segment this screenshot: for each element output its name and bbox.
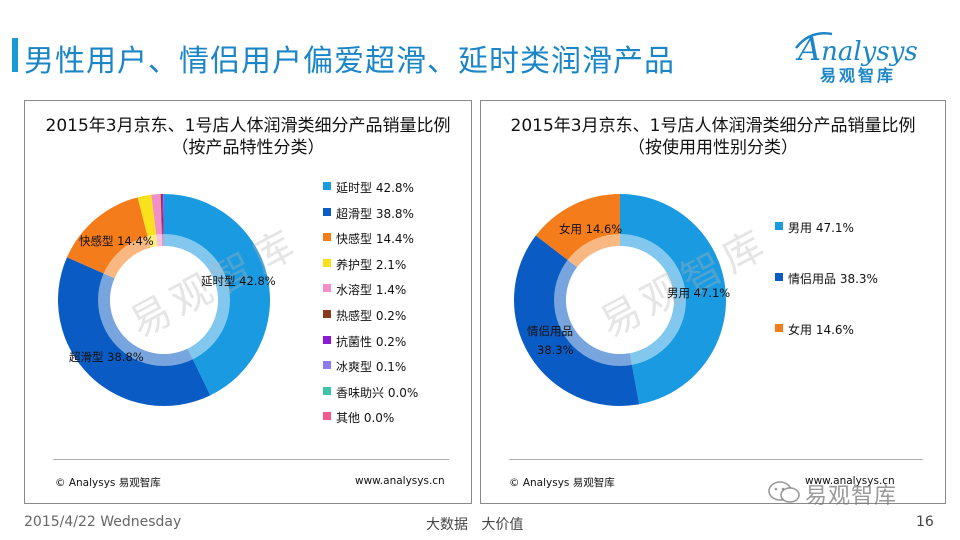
legend-swatch — [323, 207, 331, 216]
legend-label: 男用 47.1% — [788, 221, 854, 235]
page-number: 16 — [916, 514, 934, 530]
donut-hole — [566, 246, 674, 354]
legend-swatch — [323, 284, 331, 293]
donut-hole — [110, 246, 218, 354]
donut-slice-1 — [57, 257, 211, 406]
page-title: 男性用户、情侣用户偏爱超滑、延时类润滑产品 — [24, 44, 675, 79]
legend-swatch — [323, 310, 331, 318]
source-divider — [509, 459, 923, 460]
legend-label: 情侣用品 38.3% — [788, 272, 878, 286]
donut-slice-2 — [535, 194, 620, 268]
donut-slice-0 — [164, 194, 270, 396]
logo-subtitle: 易观智库 — [820, 66, 897, 85]
legend-label: 香味助兴 0.0% — [336, 385, 419, 400]
donut-slice-7 — [163, 194, 164, 247]
legend-swatch — [323, 233, 331, 242]
legend-label: 延时型 42.8% — [336, 181, 414, 195]
slice-label-nvyong: 女用 14.6% — [559, 222, 623, 236]
legend-swatch — [323, 386, 331, 395]
donut-chart-gender — [514, 194, 726, 406]
legend-label: 超滑型 38.8% — [336, 206, 414, 221]
legend-swatch — [775, 324, 783, 332]
legend-label: 冰爽型 0.1% — [336, 360, 407, 375]
donut-slice-3 — [137, 194, 158, 248]
legend-swatch — [323, 412, 331, 421]
chart-subtitle: （按使用用性别分类） — [628, 138, 798, 158]
legend-swatch — [775, 273, 783, 281]
legend-swatch — [323, 361, 331, 370]
footer-date: 2015/4/22 Wednesday — [24, 514, 182, 530]
donut-chart-product-feature — [57, 194, 270, 406]
donut-slice-5 — [160, 194, 163, 247]
slice-label-chaohua: 超滑型 38.8% — [69, 350, 144, 364]
slice-label-nanyong: 男用 47.1% — [667, 286, 731, 300]
slice-label-yanshi: 延时型 42.8% — [201, 274, 276, 288]
donut-slice-1 — [514, 235, 640, 406]
slice-label-kuaigan: 快感型 14.4% — [79, 234, 154, 248]
slice-label-qinglv: 情侣用品 — [527, 324, 573, 338]
chart-panel-gender: 2015年3月京东、1号店人体润滑类细分产品销量比例 （按使用用性别分类） 易观… — [480, 100, 946, 504]
legend-gender: 男用 47.1% 情侣用品 38.3% 女用 14.6% — [775, 219, 925, 389]
donut-slice-2 — [66, 197, 151, 279]
legend-swatch — [323, 182, 331, 190]
chart-subtitle: （按产品特性分类） — [171, 138, 325, 158]
chart-title: 2015年3月京东、1号店人体润滑类细分产品销量比例 — [510, 116, 916, 136]
slice-label-qinglv-value: 38.3% — [537, 343, 574, 357]
source-copyright: © Analysys 易观智库 — [509, 477, 615, 489]
donut-slice-6 — [162, 194, 164, 247]
source-url: www.analysys.cn — [805, 475, 895, 487]
chart-panel-product-feature: 2015年3月京东、1号店人体润滑类细分产品销量比例 （按产品特性分类） 易观智… — [24, 100, 472, 504]
footer-slogan: 大数据 大价值 — [426, 517, 524, 533]
source-copyright: © Analysys 易观智库 — [55, 477, 161, 489]
legend-label: 热感型 0.2% — [336, 309, 407, 323]
donut-slice-0 — [620, 194, 726, 405]
legend-label: 快感型 14.4% — [336, 232, 414, 247]
donut-slice-4 — [151, 194, 163, 247]
wechat-watermark-text: 易观智库 — [805, 484, 898, 509]
wechat-watermark: 易观智库 — [765, 478, 945, 509]
donut-inner-ring — [554, 234, 686, 366]
legend-label: 其他 0.0% — [336, 411, 395, 426]
legend-label: 水溶型 1.4% — [336, 283, 407, 298]
donut-inner-ring — [98, 234, 230, 366]
legend-swatch — [323, 335, 331, 344]
legend-label: 养护型 2.1% — [336, 257, 407, 272]
chart-title: 2015年3月京东、1号店人体润滑类细分产品销量比例 — [45, 116, 451, 136]
logo-swoosh-icon — [795, 32, 833, 49]
analysys-logo: Analysys 易观智库 — [790, 28, 940, 88]
title-accent-bar — [12, 38, 18, 72]
source-url: www.analysys.cn — [355, 475, 445, 487]
legend-swatch — [323, 258, 331, 267]
legend-label: 抗菌性 0.2% — [336, 334, 407, 349]
source-divider — [53, 459, 449, 460]
logo-wordmark: Analysys — [798, 30, 918, 68]
legend-swatch — [775, 222, 783, 230]
legend-product-feature: 延时型 42.8% 超滑型 38.8% 快感型 14.4% 养护型 2.1% 水溶型 1… — [323, 179, 463, 425]
wechat-icon — [768, 481, 800, 503]
legend-label: 女用 14.6% — [788, 323, 854, 337]
